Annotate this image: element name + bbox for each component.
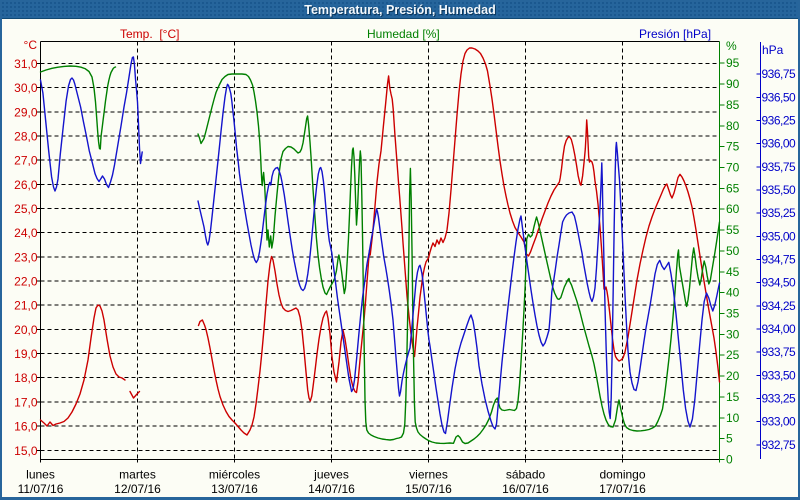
svg-text:25: 25: [726, 348, 740, 362]
svg-text:24,0: 24,0: [14, 226, 38, 240]
svg-text:14/07/16: 14/07/16: [308, 482, 355, 496]
svg-text:15/07/16: 15/07/16: [405, 482, 452, 496]
svg-text:25,0: 25,0: [14, 202, 38, 216]
svg-text:15,0: 15,0: [14, 444, 38, 458]
svg-text:936,50: 936,50: [762, 90, 797, 104]
svg-text:935,25: 935,25: [762, 206, 797, 220]
svg-text:934,25: 934,25: [762, 299, 797, 313]
svg-text:935,75: 935,75: [762, 160, 797, 174]
svg-text:55: 55: [726, 223, 740, 237]
svg-text:13/07/16: 13/07/16: [211, 482, 258, 496]
svg-text:933,25: 933,25: [762, 391, 797, 405]
svg-text:°C: °C: [24, 38, 38, 52]
svg-text:26,0: 26,0: [14, 178, 38, 192]
svg-text:70: 70: [726, 161, 740, 175]
svg-text:19,0: 19,0: [14, 347, 38, 361]
svg-text:22,0: 22,0: [14, 275, 38, 289]
svg-text:%: %: [726, 39, 737, 53]
svg-text:20,0: 20,0: [14, 323, 38, 337]
svg-text:85: 85: [726, 98, 740, 112]
svg-text:80: 80: [726, 119, 740, 133]
svg-text:40: 40: [726, 286, 740, 300]
svg-text:45: 45: [726, 265, 740, 279]
svg-text:lunes: lunes: [26, 468, 55, 482]
svg-text:935,00: 935,00: [762, 229, 797, 243]
svg-text:50: 50: [726, 244, 740, 258]
svg-text:domingo: domingo: [599, 468, 645, 482]
svg-text:934,00: 934,00: [762, 322, 797, 336]
svg-text:23,0: 23,0: [14, 250, 38, 264]
svg-text:17/07/16: 17/07/16: [599, 482, 646, 496]
svg-text:11/07/16: 11/07/16: [18, 482, 64, 496]
svg-text:viernes: viernes: [409, 468, 448, 482]
svg-text:sábado: sábado: [506, 468, 546, 482]
svg-text:933,50: 933,50: [762, 368, 797, 382]
svg-text:30,0: 30,0: [14, 81, 38, 95]
svg-text:jueves: jueves: [313, 468, 349, 482]
svg-text:hPa: hPa: [762, 43, 784, 57]
svg-text:935,50: 935,50: [762, 183, 797, 197]
svg-text:16,0: 16,0: [14, 420, 38, 434]
svg-text:16/07/16: 16/07/16: [502, 482, 549, 496]
svg-text:95: 95: [726, 56, 740, 70]
svg-text:936,75: 936,75: [762, 67, 797, 81]
svg-text:932,75: 932,75: [762, 438, 797, 452]
svg-text:15: 15: [726, 390, 740, 404]
svg-text:21,0: 21,0: [14, 299, 38, 313]
svg-text:75: 75: [726, 140, 740, 154]
svg-text:martes: martes: [119, 468, 156, 482]
svg-text:0: 0: [726, 453, 733, 467]
svg-text:90: 90: [726, 77, 740, 91]
svg-text:29,0: 29,0: [14, 105, 38, 119]
svg-text:30: 30: [726, 327, 740, 341]
svg-text:12/07/16: 12/07/16: [114, 482, 161, 496]
svg-text:20: 20: [726, 369, 740, 383]
svg-text:933,00: 933,00: [762, 415, 797, 429]
svg-text:17,0: 17,0: [14, 395, 38, 409]
svg-text:35: 35: [726, 307, 740, 321]
svg-text:936,25: 936,25: [762, 114, 797, 128]
svg-text:60: 60: [726, 202, 740, 216]
svg-text:933,75: 933,75: [762, 345, 797, 359]
svg-text:28,0: 28,0: [14, 129, 38, 143]
svg-text:18,0: 18,0: [14, 371, 38, 385]
svg-text:934,50: 934,50: [762, 276, 797, 290]
svg-text:31,0: 31,0: [14, 57, 38, 71]
svg-text:miércoles: miércoles: [209, 468, 260, 482]
svg-text:10: 10: [726, 411, 740, 425]
svg-text:65: 65: [726, 181, 740, 195]
svg-text:27,0: 27,0: [14, 154, 38, 168]
svg-text:5: 5: [726, 432, 733, 446]
svg-text:936,00: 936,00: [762, 137, 797, 151]
svg-text:934,75: 934,75: [762, 253, 797, 267]
